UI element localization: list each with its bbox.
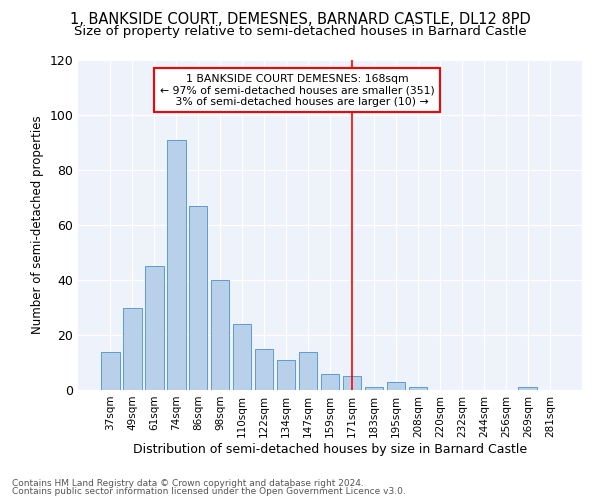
Bar bbox=[123, 308, 142, 390]
Bar bbox=[145, 266, 164, 390]
Text: Size of property relative to semi-detached houses in Barnard Castle: Size of property relative to semi-detach… bbox=[74, 25, 526, 38]
Bar bbox=[365, 387, 383, 390]
Text: Contains public sector information licensed under the Open Government Licence v3: Contains public sector information licen… bbox=[12, 487, 406, 496]
Bar bbox=[167, 140, 185, 390]
Bar bbox=[320, 374, 340, 390]
Bar bbox=[233, 324, 251, 390]
Bar bbox=[255, 349, 274, 390]
Bar bbox=[518, 387, 537, 390]
Bar bbox=[101, 352, 119, 390]
Bar bbox=[343, 376, 361, 390]
Text: Contains HM Land Registry data © Crown copyright and database right 2024.: Contains HM Land Registry data © Crown c… bbox=[12, 478, 364, 488]
Bar bbox=[386, 382, 405, 390]
Y-axis label: Number of semi-detached properties: Number of semi-detached properties bbox=[31, 116, 44, 334]
X-axis label: Distribution of semi-detached houses by size in Barnard Castle: Distribution of semi-detached houses by … bbox=[133, 442, 527, 456]
Bar bbox=[277, 360, 295, 390]
Text: 1, BANKSIDE COURT, DEMESNES, BARNARD CASTLE, DL12 8PD: 1, BANKSIDE COURT, DEMESNES, BARNARD CAS… bbox=[70, 12, 530, 28]
Bar bbox=[409, 387, 427, 390]
Bar bbox=[189, 206, 208, 390]
Text: 1 BANKSIDE COURT DEMESNES: 168sqm
← 97% of semi-detached houses are smaller (351: 1 BANKSIDE COURT DEMESNES: 168sqm ← 97% … bbox=[160, 74, 434, 107]
Bar bbox=[299, 352, 317, 390]
Bar bbox=[211, 280, 229, 390]
